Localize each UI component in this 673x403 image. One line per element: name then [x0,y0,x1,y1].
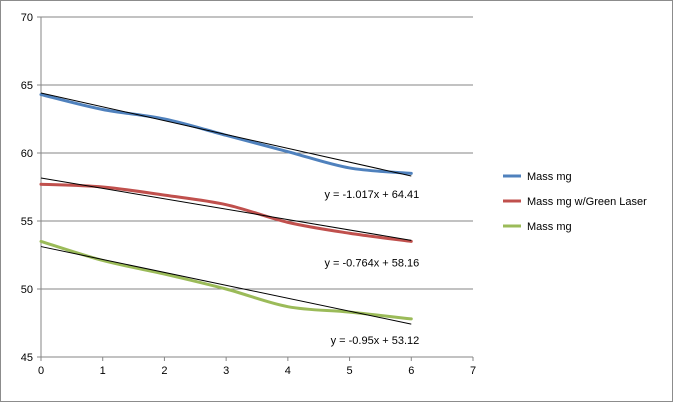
axes [40,17,473,358]
y-tick-label: 50 [21,284,33,296]
series-lines [39,93,413,321]
trendline-equation-3: y = -0.95x + 53.12 [331,335,420,347]
y-axis-ticks: 45 50 55 60 65 70 [21,12,41,364]
trendline-3 [40,246,412,325]
x-tick-label: 6 [408,365,414,377]
x-tick-label: 1 [100,365,106,377]
x-tick-label: 5 [347,365,353,377]
trendline-equations: y = -1.017x + 64.41 y = -0.764x + 58.16 y … [324,189,419,347]
series-line-1 [39,93,413,175]
series-line-2 [39,182,413,243]
x-tick-label: 3 [223,365,229,377]
x-tick-label: 2 [161,365,167,377]
gridlines [41,16,473,290]
trendline-equation-1: y = -1.017x + 64.41 [324,189,419,201]
y-tick-label: 60 [21,148,33,160]
trendlines [40,92,412,325]
legend-label-2: Mass mg w/Green Laser [527,196,647,208]
trendline-2 [40,177,412,241]
trendline-equation-2: y = -0.764x + 58.16 [324,257,419,269]
x-tick-label: 0 [38,365,44,377]
y-tick-label: 70 [21,12,33,24]
y-tick-label: 65 [21,80,33,92]
trendline-1 [40,92,412,177]
series-line-3 [39,239,413,321]
legend-label-1: Mass mg [527,171,572,183]
x-axis-ticks: 0 1 2 3 4 5 6 7 [38,357,476,377]
x-tick-label: 4 [285,365,291,377]
y-tick-label: 45 [21,352,33,364]
x-tick-label: 7 [470,365,476,377]
legend-label-3: Mass mg [527,221,572,233]
legend: Mass mg Mass mg w/Green Laser Mass mg [503,171,647,233]
y-tick-label: 55 [21,216,33,228]
